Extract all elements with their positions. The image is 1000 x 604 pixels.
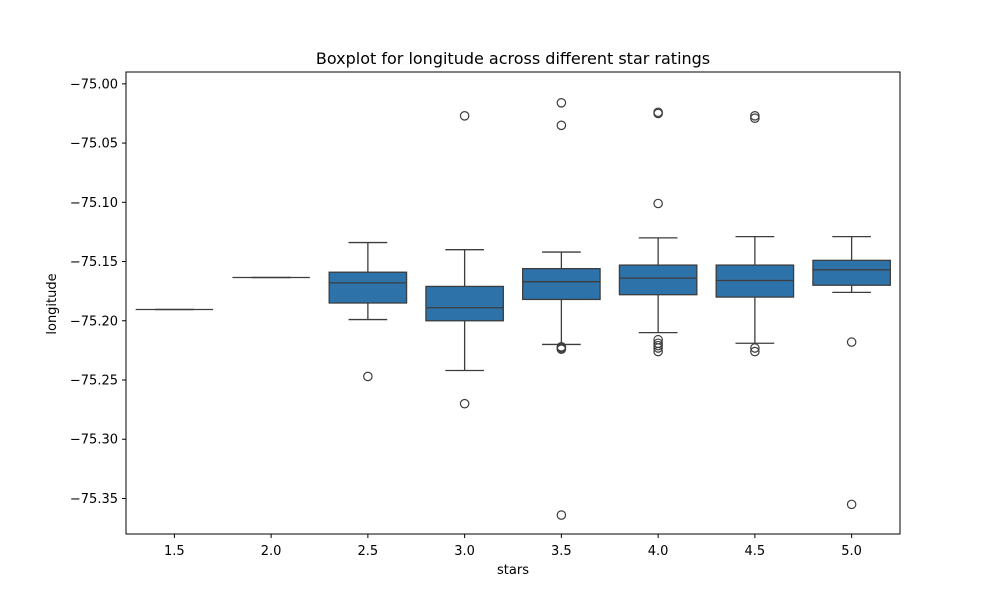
y-tick-label: −75.25 (70, 374, 118, 389)
outlier-point (653, 198, 663, 209)
box-iqr (425, 285, 504, 322)
x-tick-label: 4.0 (648, 544, 669, 559)
box-group (812, 236, 891, 510)
box-group (715, 111, 795, 357)
boxes-layer (135, 98, 891, 520)
outlier-point (846, 499, 857, 510)
y-tick-label: −75.10 (70, 196, 118, 211)
x-tick-label: 1.5 (164, 544, 185, 559)
outlier-point (459, 398, 470, 409)
outlier-point (459, 111, 470, 121)
y-tick-label: −75.20 (70, 314, 118, 329)
y-axis: −75.00 −75.05 −75.10 −75.15 −75.20 −75.25 −75.… (70, 77, 126, 507)
outlier-point (653, 343, 663, 353)
box-iqr (522, 267, 601, 301)
box-group (425, 111, 504, 409)
x-tick-label: 2.0 (261, 544, 282, 559)
box-group (328, 241, 408, 382)
plot-frame (125, 71, 901, 535)
x-tick-label: 3.5 (551, 544, 572, 559)
outlier-point (556, 120, 567, 131)
x-tick-label: 2.5 (358, 544, 379, 559)
box-iqr (812, 259, 891, 286)
outlier-point (750, 346, 760, 357)
y-tick-label: −75.15 (70, 255, 118, 270)
outlier-point (750, 113, 760, 123)
y-tick-label: −75.30 (70, 433, 118, 448)
y-tick-label: −75.35 (70, 492, 118, 507)
outlier-point (653, 346, 663, 357)
x-axis: 1.5 2.0 2.5 3.0 3.5 4.0 4.5 5.0 (164, 534, 862, 559)
x-axis-label: stars (497, 563, 529, 578)
y-axis-label: longitude (45, 273, 60, 334)
y-tick-label: −75.00 (70, 77, 118, 92)
x-tick-label: 3.0 (454, 544, 475, 559)
box-group (618, 107, 698, 357)
outlier-point (750, 111, 760, 121)
outlier-point (556, 98, 567, 108)
outlier-point (846, 337, 857, 347)
box-group (522, 98, 601, 520)
outlier-point (653, 108, 663, 119)
x-tick-label: 5.0 (841, 544, 862, 559)
y-tick-label: −75.05 (70, 137, 118, 152)
outlier-point (750, 343, 760, 353)
x-tick-label: 4.5 (745, 544, 766, 559)
outlier-point (556, 510, 567, 520)
outlier-point (556, 344, 567, 354)
outlier-point (653, 340, 663, 351)
outlier-point (363, 371, 373, 382)
box-iqr (328, 271, 408, 304)
box-iqr (618, 264, 698, 296)
chart-title: Boxplot for longitude across different s… (316, 49, 710, 68)
